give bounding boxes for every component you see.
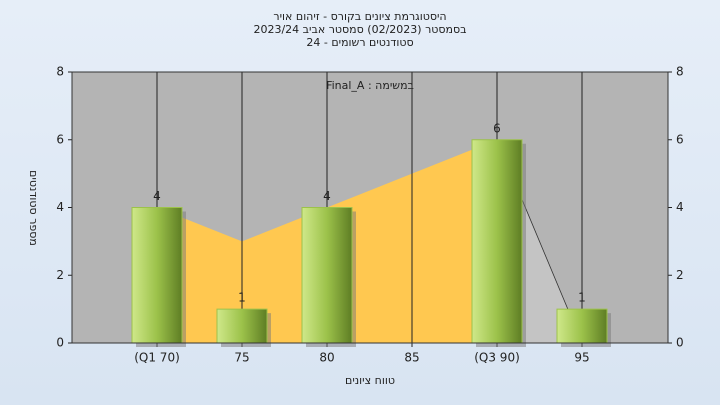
- data-label: 1: [578, 291, 586, 305]
- y-tick-label: 8: [56, 65, 64, 79]
- x-tick-label: 85: [404, 351, 419, 365]
- data-label: 1: [238, 291, 246, 305]
- y2-tick-label: 2: [676, 268, 684, 282]
- bar: [131, 207, 183, 344]
- bar: [471, 139, 523, 344]
- x-axis-label: טווח ציונים: [345, 374, 395, 387]
- x-tick-label: 80: [319, 351, 334, 365]
- x-tick-label: (Q1 70): [134, 351, 180, 365]
- data-label: 6: [493, 121, 501, 135]
- data-label: 4: [323, 189, 331, 203]
- chart-title: היסטוגרמת ציונים בקורס - זיהום אויר: [273, 10, 446, 23]
- y-tick-label: 6: [56, 132, 64, 146]
- y2-tick-label: 4: [676, 200, 684, 214]
- y2-tick-label: 8: [676, 65, 684, 79]
- y2-tick-label: 0: [676, 336, 684, 350]
- plot-frame: [71, 71, 669, 344]
- x-tick-label: (Q3 90): [474, 351, 520, 365]
- x-tick-label: 75: [234, 351, 249, 365]
- bar: [216, 308, 268, 344]
- y-tick-label: 0: [56, 336, 64, 350]
- chart-subtitle: בסמסטר (02/2023) סמסטר אביב 2023/24: [253, 23, 466, 36]
- bar: [301, 207, 353, 344]
- y-tick-label: 4: [56, 200, 64, 214]
- chart-subtitle: סטודנטים רשומים - 24: [306, 36, 413, 49]
- y2-tick-label: 6: [676, 132, 684, 146]
- annotation: Final_A : במשימה: [326, 79, 414, 92]
- y-tick-label: 2: [56, 268, 64, 282]
- y-axis-label: מספר סטודנטים: [27, 170, 40, 246]
- bar: [556, 308, 608, 344]
- x-tick-label: 95: [574, 351, 589, 365]
- data-label: 4: [153, 189, 161, 203]
